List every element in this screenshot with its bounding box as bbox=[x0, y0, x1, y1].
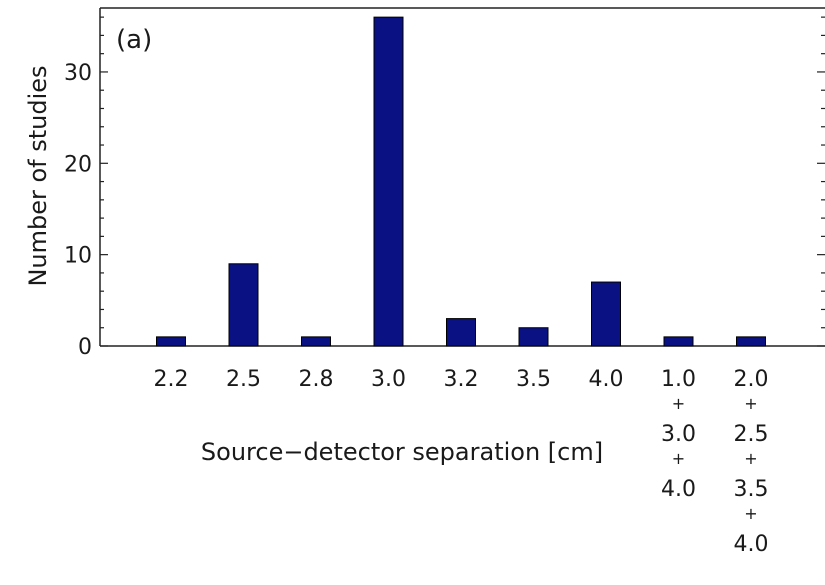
bar bbox=[446, 318, 476, 347]
x-tick-label: 3.0 bbox=[371, 367, 406, 392]
x-tick-label: 3.5 bbox=[516, 367, 551, 392]
bar bbox=[736, 336, 766, 347]
y-tick-label: 0 bbox=[78, 335, 92, 360]
x-tick-label: 2.8 bbox=[299, 367, 334, 392]
x-tick-label: 4.0 bbox=[734, 532, 769, 557]
plot-frame bbox=[99, 7, 825, 347]
y-tick-label: 30 bbox=[64, 61, 92, 86]
bar bbox=[518, 327, 549, 347]
bar bbox=[301, 336, 331, 347]
bar bbox=[228, 263, 259, 347]
x-tick-label: + bbox=[744, 449, 757, 468]
bar bbox=[663, 336, 694, 347]
x-tick-label: 2.5 bbox=[226, 367, 261, 392]
bar bbox=[591, 281, 621, 347]
x-tick-label: 2.0 bbox=[734, 367, 769, 392]
x-tick-label: + bbox=[672, 449, 685, 468]
x-tick-label: 4.0 bbox=[589, 367, 624, 392]
bars bbox=[156, 16, 766, 347]
x-tick-label: + bbox=[744, 504, 757, 523]
bar bbox=[156, 336, 186, 347]
y-tick-label: 10 bbox=[64, 244, 92, 269]
y-axis: 0 10 20 30 bbox=[64, 16, 825, 360]
x-tick-label: 4.0 bbox=[661, 477, 696, 502]
bar bbox=[373, 16, 404, 347]
x-tick-label: 2.5 bbox=[734, 422, 769, 447]
x-tick-label: 3.2 bbox=[444, 367, 479, 392]
x-axis: 2.2 2.5 2.8 3.0 3.2 3.5 4.0 1.0 +3.0 +4.0 2.0 +2.5 +… bbox=[154, 367, 769, 557]
x-tick-label: + bbox=[672, 394, 685, 413]
x-axis-title: Source−detector separation [cm] bbox=[201, 438, 603, 466]
panel-label: (a) bbox=[116, 25, 152, 55]
x-tick-label: 3.5 bbox=[734, 477, 769, 502]
x-tick-label: 3.0 bbox=[661, 422, 696, 447]
x-tick-label: + bbox=[744, 394, 757, 413]
x-tick-label: 1.0 bbox=[661, 367, 696, 392]
y-tick-label: 20 bbox=[64, 152, 92, 177]
y-axis-title: Number of studies bbox=[24, 65, 52, 286]
x-tick-label: 2.2 bbox=[154, 367, 189, 392]
